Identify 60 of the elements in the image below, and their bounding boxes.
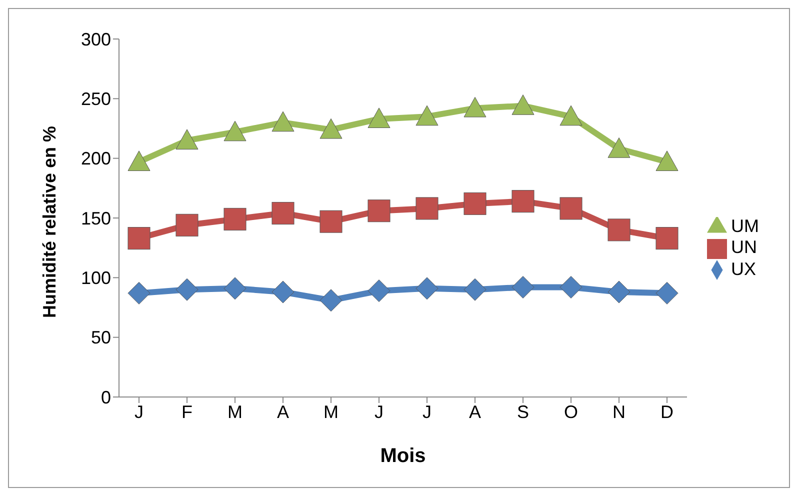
x-tick-label: M [324, 402, 338, 422]
x-tick-label: O [564, 402, 578, 422]
legend-label: UN [731, 237, 757, 258]
point [560, 276, 582, 298]
x-tick-label: F [182, 402, 192, 422]
y-tick-label: 200 [80, 148, 111, 169]
point [272, 202, 294, 224]
point [656, 282, 678, 304]
x-tick-label: N [612, 402, 626, 422]
x-tick-label: A [276, 402, 290, 422]
point [464, 192, 486, 215]
point [416, 197, 438, 220]
point [512, 190, 534, 213]
point [272, 280, 294, 304]
x-tick-label: A [468, 402, 482, 422]
point [464, 278, 486, 301]
point [656, 227, 678, 250]
point [416, 277, 438, 300]
point [176, 214, 198, 236]
point [656, 150, 678, 171]
point [224, 208, 246, 230]
point [464, 96, 486, 118]
y-tick-label: 50 [90, 328, 111, 348]
point [320, 210, 342, 233]
point [560, 197, 582, 220]
point [560, 105, 582, 126]
point [224, 120, 246, 142]
point [368, 280, 390, 302]
x-tick-label: J [374, 402, 384, 422]
y-tick-label: 300 [80, 29, 111, 50]
legend-label: UX [731, 258, 756, 279]
point [176, 129, 198, 150]
y-tick-label: 100 [80, 268, 111, 288]
point [608, 218, 630, 242]
x-tick-label: J [134, 402, 144, 422]
point [608, 138, 630, 158]
y-tick-label: 0 [100, 387, 111, 408]
point [368, 200, 390, 222]
point [128, 150, 150, 171]
point [176, 278, 198, 301]
legend-label: UM [731, 216, 759, 236]
y-tick-label: 150 [80, 208, 111, 228]
x-tick-label: M [228, 402, 242, 422]
point [320, 118, 342, 139]
point [272, 111, 294, 132]
point [320, 289, 342, 312]
x-tick-label: D [660, 402, 674, 422]
point [224, 277, 246, 300]
point [512, 276, 534, 298]
y-tick-label: 250 [80, 89, 111, 110]
x-tick-label: J [422, 402, 432, 422]
x-axis-title: Mois [380, 445, 426, 467]
y-axis-title: Humidité relative en % [39, 126, 60, 318]
point [368, 108, 390, 128]
point [128, 227, 150, 250]
point [512, 94, 534, 115]
point [128, 282, 150, 304]
x-tick-label: S [516, 402, 530, 422]
point [416, 105, 438, 126]
point [608, 280, 630, 304]
